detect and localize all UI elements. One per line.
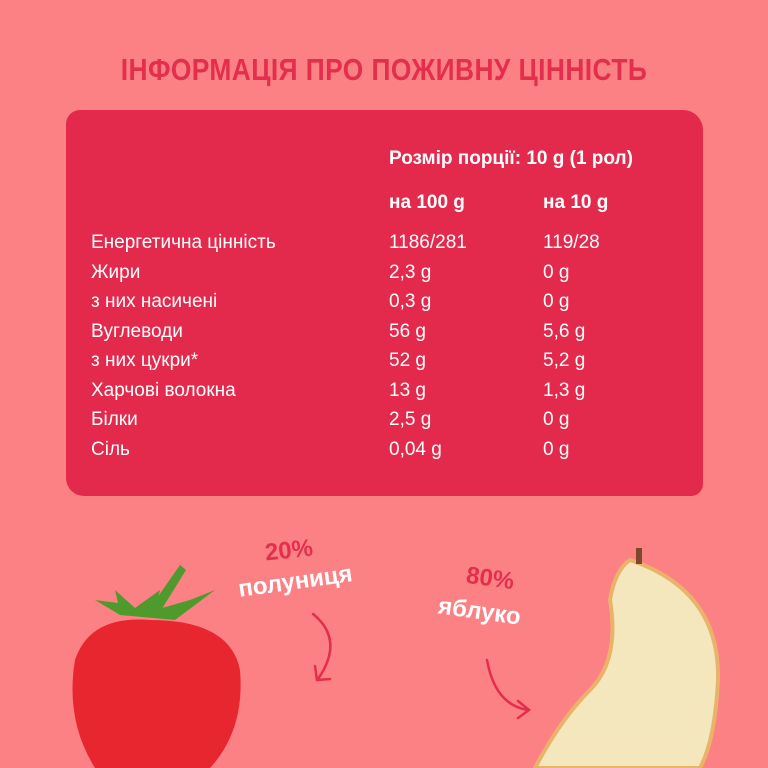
nutrient-name: Сіль — [91, 438, 130, 460]
page-title: ІНФОРМАЦІЯ ПРО ПОЖИВНУ ЦІННІСТЬ — [120, 52, 648, 87]
header-per-10: на 10 g — [543, 192, 609, 213]
nutrient-name: Харчові волокна — [91, 379, 236, 401]
value-per-10: 5,6 g — [543, 320, 586, 342]
value-per-100: 0,3 g — [389, 291, 432, 312]
value-per-100: 56 g — [389, 320, 426, 342]
value-per-10: 119/28 — [543, 232, 600, 253]
value-per-100: 13 g — [389, 379, 426, 401]
arrow-icon — [311, 612, 332, 682]
arrow-icon — [485, 658, 532, 720]
value-per-10: 0 g — [543, 438, 570, 460]
value-per-100: 2,3 g — [389, 261, 432, 283]
value-per-10: 0 g — [543, 261, 570, 283]
value-per-10: 0 g — [543, 291, 570, 312]
nutrition-table: Розмір порції: 10 g (1 рол) на 100 g на … — [66, 110, 703, 496]
nutrient-name: Білки — [91, 409, 138, 430]
header-per-100: на 100 g — [389, 192, 465, 213]
nutrient-name: Вуглеводи — [91, 320, 183, 342]
strawberry-icon — [72, 565, 241, 768]
nutrient-name: Жири — [91, 261, 141, 283]
value-per-100: 52 g — [389, 350, 426, 371]
value-per-10: 0 g — [543, 409, 570, 430]
apple-slice-icon — [532, 548, 721, 768]
value-per-100: 1186/281 — [389, 232, 467, 253]
value-per-100: 2,5 g — [389, 409, 432, 430]
value-per-10: 1,3 g — [543, 379, 586, 401]
nutrient-name: з них цукри* — [91, 350, 199, 371]
value-per-100: 0,04 g — [389, 438, 442, 460]
serving-size: Розмір порції: 10 g (1 рол) — [389, 148, 633, 169]
nutrient-name: з них насичені — [91, 291, 218, 312]
nutrient-name: Енергетична цінність — [91, 232, 276, 253]
value-per-10: 5,2 g — [543, 350, 586, 371]
